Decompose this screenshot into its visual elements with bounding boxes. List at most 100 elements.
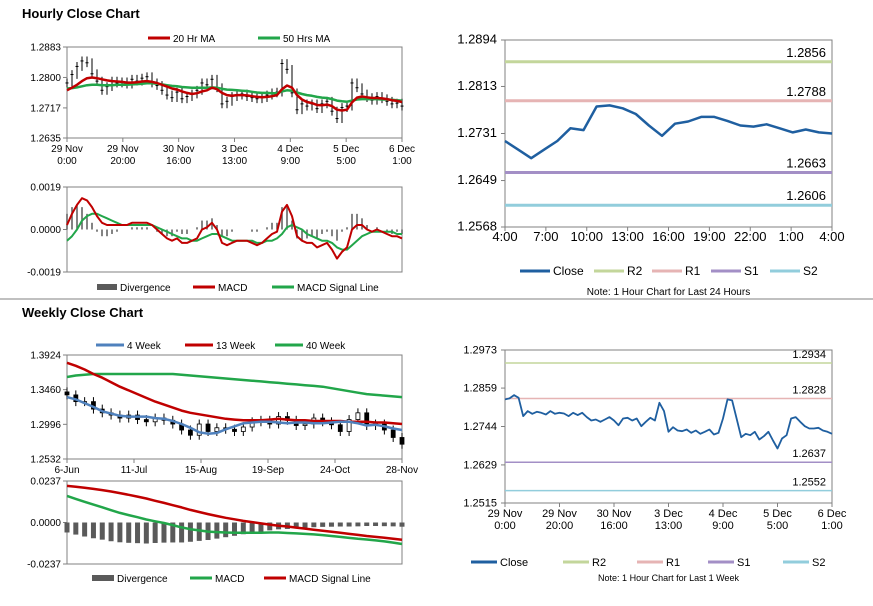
- divergence-bar: [90, 522, 96, 539]
- divergence-bar: [267, 522, 273, 531]
- hourly-24h-chart: 1.2894 1.2813 1.2731 1.2649 1.2568 1.2856 1.27…: [457, 32, 844, 299]
- x-tick-label: 10:00: [570, 229, 603, 244]
- candle-body: [196, 423, 202, 436]
- x-tick-label-line: 29 Nov: [488, 508, 523, 520]
- weekly-macd-legend: Divergence MACD MACD Signal Line: [92, 574, 371, 585]
- chart-note: Note: 1 Hour Chart for Last 1 Week: [598, 573, 739, 583]
- x-tick-label: 7:00: [533, 229, 558, 244]
- legend-item: 4 Week: [96, 341, 162, 352]
- x-tick-label-line: 11-Jul: [121, 465, 148, 476]
- hourly-price-legend: 20 Hr MA 50 Hrs MA: [148, 34, 331, 45]
- legend-item: R2: [563, 557, 606, 569]
- x-tick-label-line: 6 Dec: [818, 508, 847, 520]
- ma40-line: [66, 372, 403, 399]
- x-tick-label-line: 5:00: [336, 156, 356, 167]
- x-tick-label-line: 1:00: [821, 520, 842, 532]
- x-tick-label-line: 0:00: [57, 156, 77, 167]
- x-tick-label-line: 6-Jun: [54, 465, 79, 476]
- x-tick-label-line: 3 Dec: [221, 144, 247, 155]
- weekly-price-legend: 4 Week 13 Week 40 Week: [96, 341, 346, 352]
- x-tick-label: 11-Jul: [121, 465, 148, 476]
- divergence-bar: [99, 522, 105, 540]
- y-tick-label: 0.0000: [30, 518, 61, 529]
- candle-body: [240, 426, 246, 432]
- y-tick-label: 0.0237: [30, 477, 61, 488]
- x-tick-label-line: 5:00: [767, 520, 788, 532]
- legend-item: MACD: [193, 283, 247, 294]
- x-tick-label: 22:00: [734, 229, 767, 244]
- legend-label: MACD: [218, 283, 247, 294]
- legend-item: R1: [637, 557, 680, 569]
- legend-label: MACD Signal Line: [289, 574, 371, 585]
- x-tick-label: 6-Jun: [54, 465, 79, 476]
- x-tick-label-line: 4 Dec: [277, 144, 303, 155]
- legend-label: 50 Hrs MA: [283, 34, 331, 45]
- legend-item: Close: [520, 264, 584, 278]
- y-tick-label: 1.2744: [463, 421, 497, 433]
- x-tick-label-line: 16:00: [600, 520, 628, 532]
- y-tick-label: 1.2635: [30, 134, 61, 145]
- y-tick-label: 1.2515: [463, 498, 497, 510]
- legend-label: MACD Signal Line: [297, 283, 379, 294]
- divergence-bar: [346, 522, 352, 527]
- divergence-bar: [82, 522, 88, 537]
- legend-label: 4 Week: [127, 341, 162, 352]
- y-tick-label: 1.2532: [30, 455, 61, 466]
- ma4-line: [66, 395, 403, 435]
- x-tick-label: 3 Dec 13:00: [221, 144, 247, 167]
- x-tick-label: 30 Nov 16:00: [163, 144, 195, 167]
- candle-body: [337, 424, 343, 432]
- legend-swatch: [92, 575, 114, 581]
- x-tick-label-line: 5 Dec: [763, 508, 792, 520]
- legend-label: 40 Week: [306, 341, 346, 352]
- candle-body: [188, 429, 193, 436]
- divergence-bar: [223, 522, 229, 538]
- x-tick-label-line: 5 Dec: [333, 144, 359, 155]
- x-tick-label-line: 10:00: [570, 229, 603, 244]
- y-tick-label: 1.2731: [457, 125, 497, 140]
- x-tick-label: 29 Nov 0:00: [488, 508, 523, 532]
- candle-body: [205, 423, 211, 432]
- close-line: [504, 394, 833, 450]
- x-tick-label: 4:00: [819, 229, 844, 244]
- x-tick-label: 24-Oct: [320, 465, 350, 476]
- x-tick-label: 1:00: [778, 229, 803, 244]
- x-tick-label: 13:00: [611, 229, 644, 244]
- y-tick-label: 1.3924: [30, 351, 61, 362]
- level-label-r2: 1.2934: [792, 349, 826, 361]
- divergence-bar: [302, 522, 308, 528]
- divergence-bar: [320, 522, 326, 527]
- hourly-24h-legend: Close R2 R1 S1 S2: [520, 264, 818, 278]
- x-tick-label-line: 20:00: [110, 156, 135, 167]
- x-tick-label-line: 29 Nov: [542, 508, 577, 520]
- legend-item: S2: [783, 557, 825, 569]
- candle-body: [214, 427, 220, 432]
- hourly-macd-chart: 0.0019 0.0000 -0.0019 Divergence MACD MACD Si…: [27, 183, 403, 294]
- y-tick-label: 1.2883: [30, 43, 61, 54]
- legend-label: S2: [812, 557, 825, 569]
- x-tick-label-line: 30 Nov: [597, 508, 632, 520]
- divergence-bar: [293, 522, 299, 529]
- legend-label: R1: [685, 264, 701, 278]
- y-tick-label: 1.2813: [457, 78, 497, 93]
- legend-label: S2: [803, 264, 818, 278]
- weekly-1w-legend: Close R2 R1 S1 S2: [471, 557, 825, 569]
- ma50-line: [66, 82, 403, 103]
- y-tick-label: 1.2629: [463, 459, 497, 471]
- legend-label: R2: [627, 264, 643, 278]
- divergence-bar: [399, 522, 405, 527]
- divergence-bar: [390, 522, 396, 527]
- legend-item: S1: [708, 557, 750, 569]
- legend-item: Close: [471, 557, 528, 569]
- x-tick-label-line: 22:00: [734, 229, 767, 244]
- weekly-macd-chart: 0.0237 0.0000 -0.0237 Divergence MACD MACD Si…: [27, 477, 405, 585]
- macd-signal-line: [66, 484, 403, 542]
- candle-body: [390, 429, 396, 438]
- hourly-section-title: Hourly Close Chart: [22, 6, 140, 21]
- hourly-macd-legend: Divergence MACD MACD Signal Line: [97, 283, 379, 294]
- weekly-1w-chart: 1.2973 1.2859 1.2744 1.2629 1.2515 1.2934 1.28…: [463, 345, 847, 584]
